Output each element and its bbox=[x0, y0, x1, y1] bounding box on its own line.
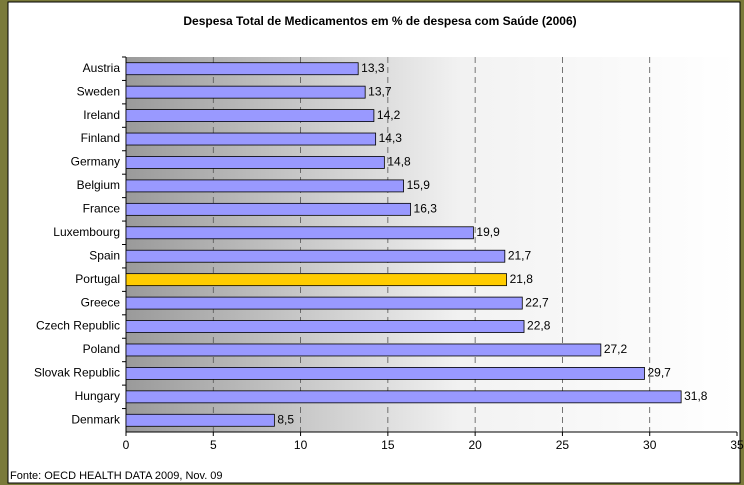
data-label: 27,2 bbox=[604, 342, 628, 356]
y-tick-label: Slovak Republic bbox=[34, 366, 120, 380]
y-tick-label: Portugal bbox=[75, 272, 120, 286]
chart-title: Despesa Total de Medicamentos em % de de… bbox=[183, 14, 576, 28]
bar bbox=[125, 109, 375, 122]
y-tick-label: Poland bbox=[83, 342, 120, 356]
bar bbox=[125, 249, 506, 263]
source: Fonte: OECD HEALTH DATA 2009, Nov. 09 bbox=[10, 470, 223, 482]
y-tick-label: Czech Republic bbox=[36, 319, 120, 333]
bar bbox=[125, 202, 411, 216]
data-label: 14,8 bbox=[387, 155, 411, 169]
bar bbox=[125, 320, 525, 333]
data-label: 21,7 bbox=[508, 248, 532, 262]
y-tick-label: Hungary bbox=[75, 389, 120, 403]
data-label: 19,9 bbox=[476, 225, 500, 239]
x-tick-label: 5 bbox=[210, 438, 217, 452]
y-tick-label: Greece bbox=[81, 295, 121, 309]
data-label: 22,7 bbox=[525, 295, 549, 309]
data-label: 31,8 bbox=[684, 389, 708, 403]
data-label: 15,9 bbox=[407, 178, 431, 192]
x-tick-label: 25 bbox=[556, 438, 570, 452]
bar bbox=[125, 179, 404, 193]
y-tick-label: Spain bbox=[89, 248, 120, 262]
bar bbox=[125, 156, 385, 169]
data-label: 14,3 bbox=[379, 131, 403, 145]
data-label: 13,3 bbox=[361, 61, 385, 75]
y-tick-label: Belgium bbox=[77, 178, 120, 192]
data-label: 13,7 bbox=[368, 84, 392, 98]
y-tick-label: Denmark bbox=[71, 412, 121, 426]
data-label: 22,8 bbox=[527, 319, 551, 333]
bar bbox=[125, 62, 359, 76]
x-tick-label: 20 bbox=[468, 438, 482, 452]
y-tick-label: France bbox=[83, 202, 121, 216]
x-tick-label: 30 bbox=[643, 438, 657, 452]
bar bbox=[125, 390, 682, 404]
y-tick-label: Ireland bbox=[83, 108, 120, 122]
bar bbox=[125, 85, 366, 99]
data-label: 16,3 bbox=[414, 202, 438, 216]
y-tick-label: Austria bbox=[83, 61, 121, 75]
y-tick-label: Sweden bbox=[77, 84, 120, 98]
x-tick-label: 15 bbox=[381, 438, 395, 452]
x-tick-label: 10 bbox=[294, 438, 308, 452]
bar bbox=[125, 367, 645, 380]
x-tick-label: 0 bbox=[123, 438, 130, 452]
data-label: 8,5 bbox=[277, 412, 294, 426]
x-tick-label: 35 bbox=[730, 438, 744, 452]
bar bbox=[125, 343, 602, 357]
y-tick-label: Luxembourg bbox=[53, 225, 120, 239]
data-label: 14,2 bbox=[377, 108, 401, 122]
bar bbox=[125, 296, 523, 310]
data-label: 21,8 bbox=[510, 272, 534, 286]
bar bbox=[125, 226, 474, 240]
bar bbox=[125, 273, 507, 287]
y-tick-label: Germany bbox=[71, 155, 120, 169]
data-label: 29,7 bbox=[647, 366, 671, 380]
y-tick-label: Finland bbox=[81, 131, 120, 145]
bar bbox=[125, 132, 377, 146]
bar bbox=[125, 413, 275, 427]
